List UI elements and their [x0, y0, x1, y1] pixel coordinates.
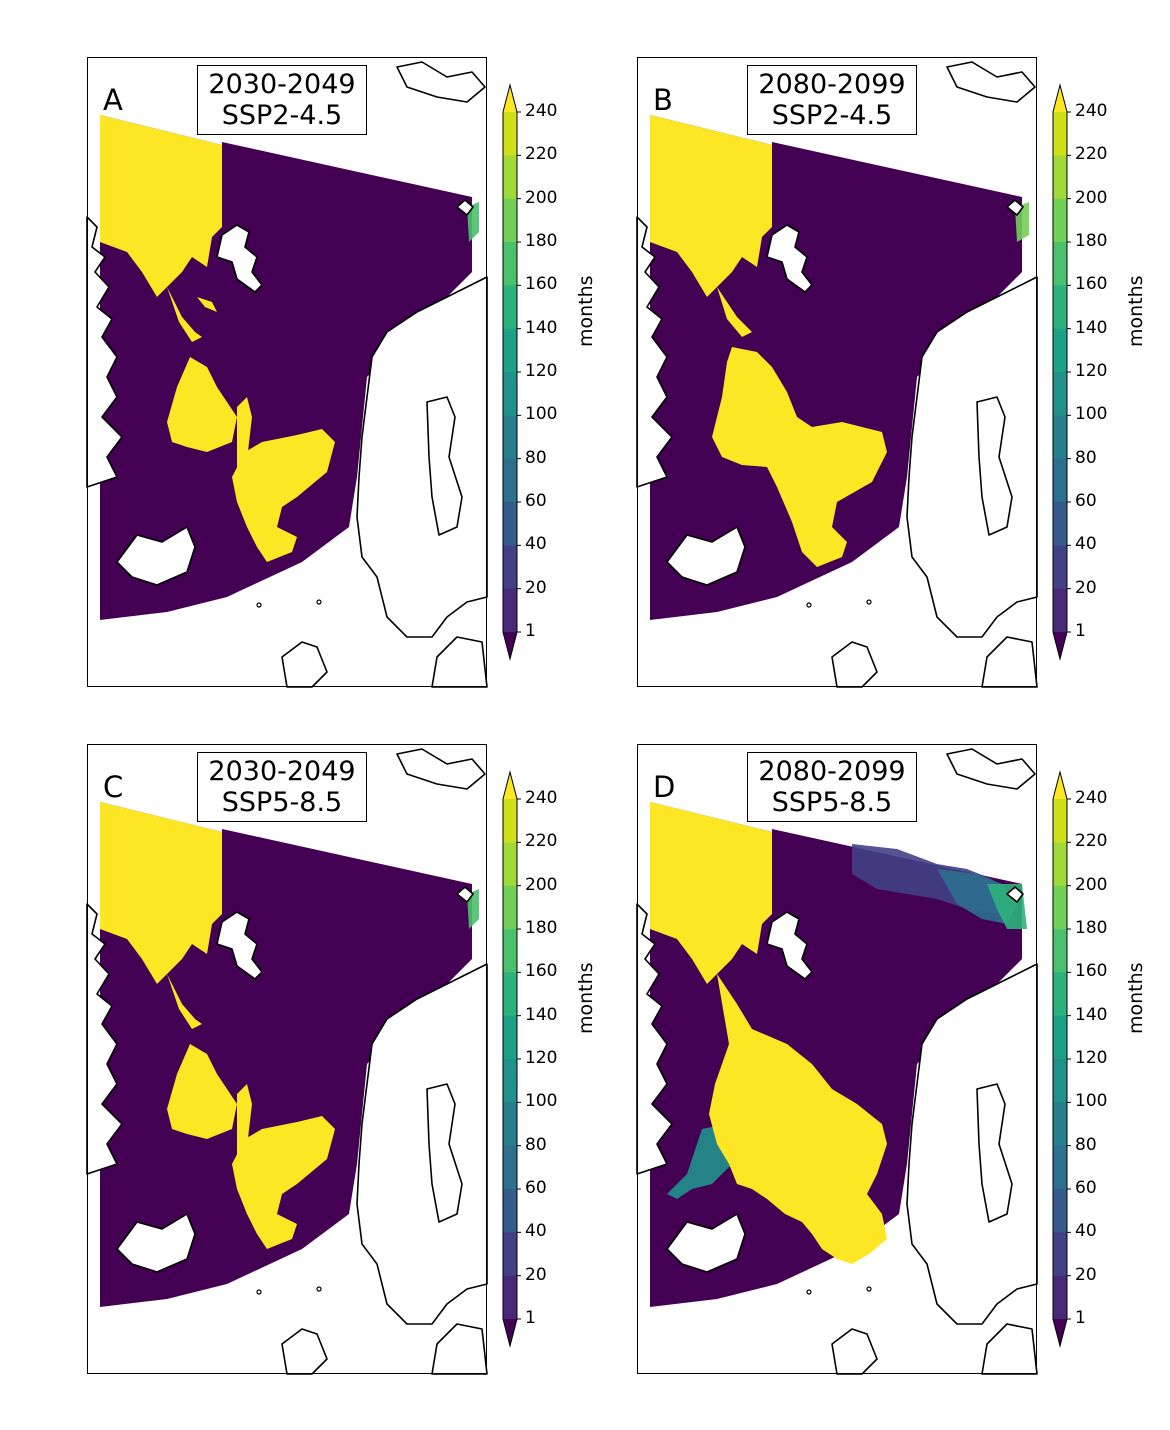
- colorbar-tick-label: 20: [1075, 1264, 1097, 1285]
- colorbar-tick-label: 180: [525, 231, 558, 251]
- colorbar-tick-label: 100: [1075, 404, 1108, 425]
- period-label: 2080-2099: [758, 756, 906, 787]
- colorbar-tick-label: 220: [1075, 831, 1108, 852]
- period-label: 2030-2049: [208, 69, 356, 100]
- colorbar-tick-label: 80: [525, 1134, 547, 1155]
- colorbar-tick-label: 100: [525, 1091, 558, 1112]
- colorbar-tick-label: 240: [1075, 788, 1108, 808]
- panel-title-box: 2030-2049 SSP2-4.5: [197, 65, 367, 135]
- panel-letter: C: [103, 770, 124, 804]
- colorbar-tick-label: 100: [1075, 1091, 1108, 1112]
- colorbar-tick-label: 120: [1075, 1048, 1108, 1068]
- colorbar-tick-label: 80: [1075, 1134, 1097, 1155]
- panel-a: A 2030-2049 SSP2-4.5 240 220 200 180 160 140 1…: [86, 57, 647, 717]
- map-c: [86, 748, 488, 1375]
- colorbar-tick-label: 200: [1075, 874, 1108, 895]
- map-b: [636, 61, 1038, 688]
- colorbar: [502, 770, 521, 1348]
- colorbar-tick-label: 200: [1075, 187, 1108, 208]
- colorbar-tick-label: 120: [525, 1048, 558, 1068]
- colorbar-tick-label: 1: [525, 1308, 536, 1328]
- colorbar-tick-label: 240: [525, 101, 558, 121]
- panel-letter: B: [653, 83, 673, 117]
- colorbar-tick-label: 20: [525, 577, 547, 598]
- panel-title-box: 2030-2049 SSP5-8.5: [197, 752, 367, 822]
- colorbar-tick-label: 220: [525, 831, 558, 852]
- panel-title-box: 2080-2099 SSP5-8.5: [747, 752, 917, 822]
- scenario-label: SSP5-8.5: [221, 787, 343, 818]
- colorbar: [1052, 83, 1071, 661]
- colorbar-tick-label: 160: [1075, 961, 1108, 982]
- colorbar-tick-label: 120: [1075, 361, 1108, 381]
- colorbar-tick-label: 20: [1075, 577, 1097, 598]
- map-frame: [87, 744, 487, 1374]
- period-label: 2030-2049: [208, 756, 356, 787]
- scenario-label: SSP2-4.5: [771, 100, 893, 131]
- colorbar-tick-label: 140: [525, 1004, 558, 1025]
- colorbar-tick-label: 40: [1075, 534, 1097, 555]
- colorbar-tick-label: 160: [1075, 274, 1108, 295]
- colorbar-tick-label: 1: [1075, 1308, 1086, 1328]
- panel-title-box: 2080-2099 SSP2-4.5: [747, 65, 917, 135]
- panel-d: D 2080-2099 SSP5-8.5 240 220 200 180 160 140 1…: [636, 744, 1170, 1404]
- colorbar-tick-label: 200: [525, 874, 558, 895]
- colorbar-tick-label: 60: [1075, 491, 1097, 511]
- map-frame: [637, 57, 1037, 687]
- colorbar-tick-label: 160: [525, 274, 558, 295]
- colorbar-tick-label: 80: [525, 447, 547, 468]
- colorbar-tick-label: 100: [525, 404, 558, 425]
- colorbar-tick-label: 60: [525, 1178, 547, 1198]
- colorbar-tick-label: 140: [1075, 317, 1108, 338]
- colorbar-tick-label: 20: [525, 1264, 547, 1285]
- panel-letter: A: [103, 83, 123, 117]
- map-frame: [87, 57, 487, 687]
- panel-c: C 2030-2049 SSP5-8.5 240 220 200 180 160 140 1…: [86, 744, 647, 1404]
- period-label: 2080-2099: [758, 69, 906, 100]
- colorbar-label: months: [575, 275, 597, 347]
- colorbar-tick-label: 220: [525, 144, 558, 165]
- colorbar-tick-label: 40: [1075, 1221, 1097, 1242]
- colorbar-tick-label: 200: [525, 187, 558, 208]
- colorbar: [502, 83, 521, 661]
- colorbar-tick-label: 1: [525, 621, 536, 641]
- colorbar-label: months: [1125, 275, 1147, 347]
- colorbar-tick-label: 1: [1075, 621, 1086, 641]
- colorbar-tick-label: 180: [1075, 918, 1108, 938]
- panel-letter: D: [653, 770, 676, 804]
- colorbar-tick-label: 180: [1075, 231, 1108, 251]
- colorbar-tick-label: 240: [1075, 101, 1108, 121]
- colorbar-tick-label: 80: [1075, 447, 1097, 468]
- colorbar-tick-label: 140: [1075, 1004, 1108, 1025]
- colorbar-tick-label: 160: [525, 961, 558, 982]
- colorbar-tick-label: 60: [1075, 1178, 1097, 1198]
- scenario-label: SSP5-8.5: [771, 787, 893, 818]
- colorbar-tick-label: 140: [525, 317, 558, 338]
- colorbar-tick-label: 60: [525, 491, 547, 511]
- colorbar-label: months: [1125, 962, 1147, 1034]
- colorbar-tick-label: 220: [1075, 144, 1108, 165]
- map-a: [86, 61, 488, 688]
- panel-b: B 2080-2099 SSP2-4.5 240 220 200 180 160 140 1…: [636, 57, 1170, 717]
- colorbar: [1052, 770, 1071, 1348]
- colorbar-tick-label: 240: [525, 788, 558, 808]
- map-d: [636, 748, 1038, 1375]
- scenario-label: SSP2-4.5: [221, 100, 343, 131]
- map-frame: [637, 744, 1037, 1374]
- colorbar-tick-label: 120: [525, 361, 558, 381]
- colorbar-tick-label: 40: [525, 1221, 547, 1242]
- colorbar-label: months: [575, 962, 597, 1034]
- colorbar-tick-label: 40: [525, 534, 547, 555]
- colorbar-tick-label: 180: [525, 918, 558, 938]
